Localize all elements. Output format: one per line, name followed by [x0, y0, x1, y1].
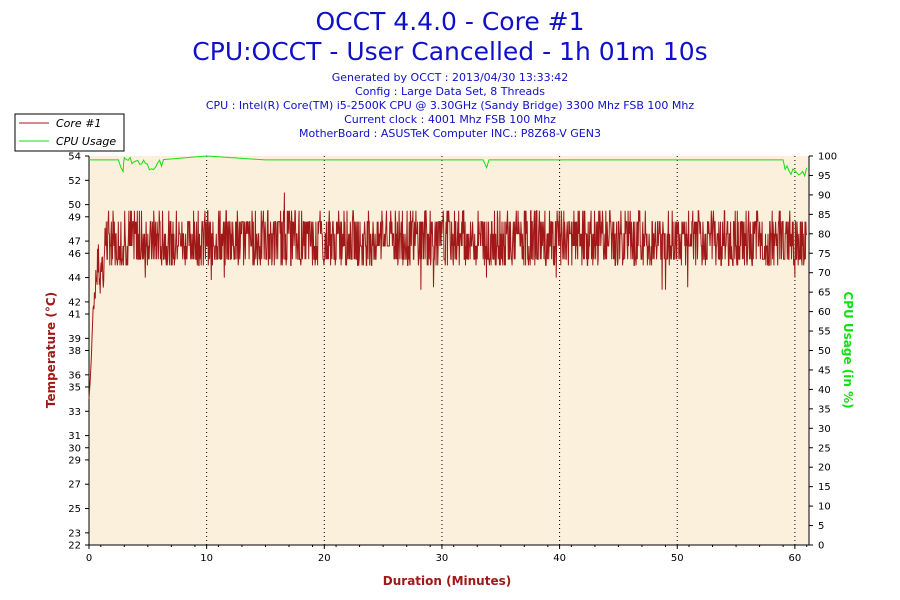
y-left-tick-label: 36 [68, 370, 81, 381]
y-right-tick-label: 30 [818, 424, 831, 435]
y-right-tick-label: 60 [818, 307, 831, 318]
x-tick-label: 20 [318, 553, 331, 564]
legend-box [14, 113, 125, 152]
y-right-tick-label: 85 [818, 210, 831, 221]
cpu-usage-line [89, 155, 808, 178]
y-right-tick-label: 35 [818, 404, 831, 415]
y-left-tick-label: 47 [68, 237, 81, 248]
y-left-tick-label: 23 [68, 528, 81, 539]
legend-label-core1: Core #1 [56, 117, 101, 130]
info-cpu: CPU : Intel(R) Core(TM) i5-2500K CPU @ 3… [206, 99, 694, 112]
y-left-tick-label: 27 [68, 480, 81, 491]
chart-subtitle: CPU:OCCT - User Cancelled - 1h 01m 10s [192, 37, 707, 66]
info-generated: Generated by OCCT : 2013/04/30 13:33:42 [332, 71, 569, 84]
y-right-axis-title: CPU Usage (in %) [841, 291, 855, 408]
y-left-tick-label: 29 [68, 455, 81, 466]
y-left-tick-label: 38 [68, 346, 81, 357]
y-left-tick-label: 33 [68, 407, 81, 418]
y-left-tick-label: 50 [68, 200, 81, 211]
x-tick-label: 60 [789, 553, 802, 564]
y-left-tick-label: 39 [68, 334, 81, 345]
y-right-tick-label: 65 [818, 288, 831, 299]
chart-title: OCCT 4.4.0 - Core #1 [316, 7, 585, 36]
y-right-tick-label: 100 [818, 152, 837, 163]
y-right-tick-label: 10 [818, 502, 831, 513]
y-left-tick-label: 44 [68, 273, 81, 284]
y-right-tick-label: 0 [818, 541, 824, 552]
series [88, 155, 808, 400]
legend-label-cpu-usage: CPU Usage [56, 135, 116, 148]
y-right-tick-label: 25 [818, 443, 831, 454]
x-tick-label: 0 [86, 553, 92, 564]
y-left-tick-label: 42 [68, 297, 81, 308]
y-left-tick-label: 52 [68, 176, 81, 187]
y-left-axis-title: Temperature (°C) [44, 292, 58, 408]
y-right-tick-label: 55 [818, 327, 831, 338]
info-config: Config : Large Data Set, 8 Threads [355, 85, 545, 98]
y-right-tick-label: 70 [818, 268, 831, 279]
y-left-tick-label: 41 [68, 310, 81, 321]
x-tick-label: 50 [671, 553, 684, 564]
x-tick-label: 10 [200, 553, 213, 564]
y-right-tick-label: 90 [818, 190, 831, 201]
y-left-tick-label: 31 [68, 431, 81, 442]
y-left-tick-label: 25 [68, 504, 81, 515]
y-left-tick-label: 22 [68, 541, 81, 552]
y-right-tick-label: 75 [818, 249, 831, 260]
x-tick-label: 40 [553, 553, 566, 564]
y-left-tick-label: 30 [68, 443, 81, 454]
y-right-tick-label: 15 [818, 482, 831, 493]
y-left-tick-label: 35 [68, 382, 81, 393]
y-left-tick-label: 46 [68, 249, 81, 260]
x-tick-label: 30 [436, 553, 449, 564]
y-left-tick-label: 54 [68, 152, 81, 163]
y-right-tick-label: 5 [818, 521, 824, 532]
y-right-tick-label: 95 [818, 171, 831, 182]
y-right-tick-label: 40 [818, 385, 831, 396]
info-clock: Current clock : 4001 Mhz FSB 100 Mhz [344, 113, 556, 126]
core1-temperature-line [88, 192, 808, 400]
y-right-tick-label: 45 [818, 365, 831, 376]
y-right-tick-label: 50 [818, 346, 831, 357]
x-axis-title: Duration (Minutes) [383, 574, 511, 588]
y-right-tick-label: 20 [818, 463, 831, 474]
axes: 2223252729303133353638394142444647495052… [68, 152, 837, 565]
y-right-tick-label: 80 [818, 229, 831, 240]
y-left-tick-label: 49 [68, 212, 81, 223]
legend: Core #1 CPU Usage [14, 113, 125, 152]
info-motherboard: MotherBoard : ASUSTeK Computer INC.: P8Z… [299, 127, 601, 140]
